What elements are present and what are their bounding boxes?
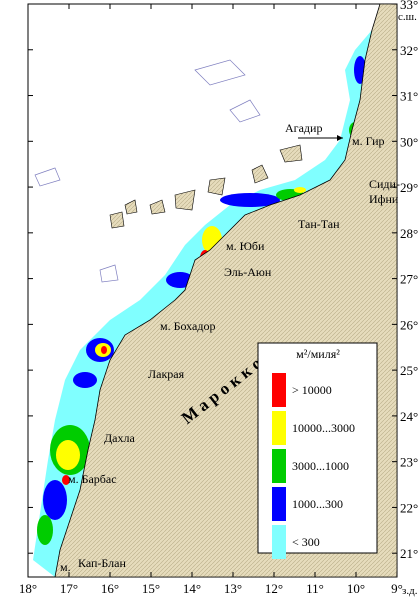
place-label: Сиди-: [369, 177, 400, 191]
place-label: м. Барбас: [68, 472, 117, 486]
x-tick-label: 14°: [183, 581, 201, 596]
y-tick-label: 25°: [400, 363, 418, 378]
x-tick-label: 11°: [306, 581, 324, 596]
y-tick-label: 32°: [400, 43, 418, 58]
legend-swatch: [272, 373, 286, 407]
place-label: Дахла: [104, 431, 136, 445]
y-tick-label: 21°: [400, 546, 418, 561]
x-tick-label: 12°: [265, 581, 283, 596]
x-tick-label: 13°: [224, 581, 242, 596]
y-tick-label: 27°: [400, 272, 418, 287]
y-axis-unit: с.ш.: [398, 11, 417, 23]
legend-label: 10000...3000: [292, 421, 355, 435]
x-tick-label: 10°: [347, 581, 365, 596]
islands: [109, 144, 303, 229]
x-tick-label: 15°: [142, 581, 160, 596]
place-label: м. Гир: [352, 134, 385, 148]
legend-swatch: [272, 487, 286, 521]
shelf-band: [33, 30, 372, 577]
y-tick-label: 29°: [400, 180, 418, 195]
place-label: Тан-Тан: [298, 217, 340, 231]
island-isobaths: [34, 59, 261, 283]
legend-swatch: [272, 449, 286, 483]
arrow-head: [337, 135, 343, 141]
y-tick-label: 28°: [400, 226, 418, 241]
legend-label: 3000...1000: [292, 459, 349, 473]
place-label: Эль-Аюн: [224, 265, 272, 279]
y-tick-label: 24°: [400, 409, 418, 424]
y-tick-label: 26°: [400, 317, 418, 332]
x-tick-label: 18°: [19, 581, 37, 596]
axes: 18° 17° 16° 15° 14° 13° 12° 11° 10° 9° з.д. 21° 22° 2…: [19, 0, 418, 597]
y-tick-label: 31°: [400, 89, 418, 104]
place-label: м.: [60, 560, 71, 574]
x-tick-label: 17°: [60, 581, 78, 596]
place-label: Агадир: [285, 121, 322, 135]
y-tick-label: 23°: [400, 455, 418, 470]
y-tick-label: 30°: [400, 134, 418, 149]
legend-swatch: [272, 411, 286, 445]
legend-label: > 10000: [292, 383, 332, 397]
place-label: м. Бохадор: [160, 319, 215, 333]
legend-title: м²/миля²: [296, 347, 340, 361]
x-tick-label: 16°: [101, 581, 119, 596]
x-axis-unit: з.д.: [402, 585, 418, 597]
place-label: Лакрая: [148, 367, 185, 381]
place-label: м. Юби: [226, 239, 265, 253]
legend-swatch: [272, 525, 286, 559]
legend-label: < 300: [292, 535, 320, 549]
place-label: Кап-Блан: [78, 556, 126, 570]
x-tick-label: 9°: [391, 581, 403, 596]
y-tick-label: 33°: [400, 0, 418, 12]
legend-label: 1000...300: [292, 497, 343, 511]
place-label: Ифни: [369, 192, 399, 206]
y-tick-label: 22°: [400, 500, 418, 515]
legend: м²/миля² > 10000 10000...3000 3000...1000 1…: [257, 342, 378, 559]
